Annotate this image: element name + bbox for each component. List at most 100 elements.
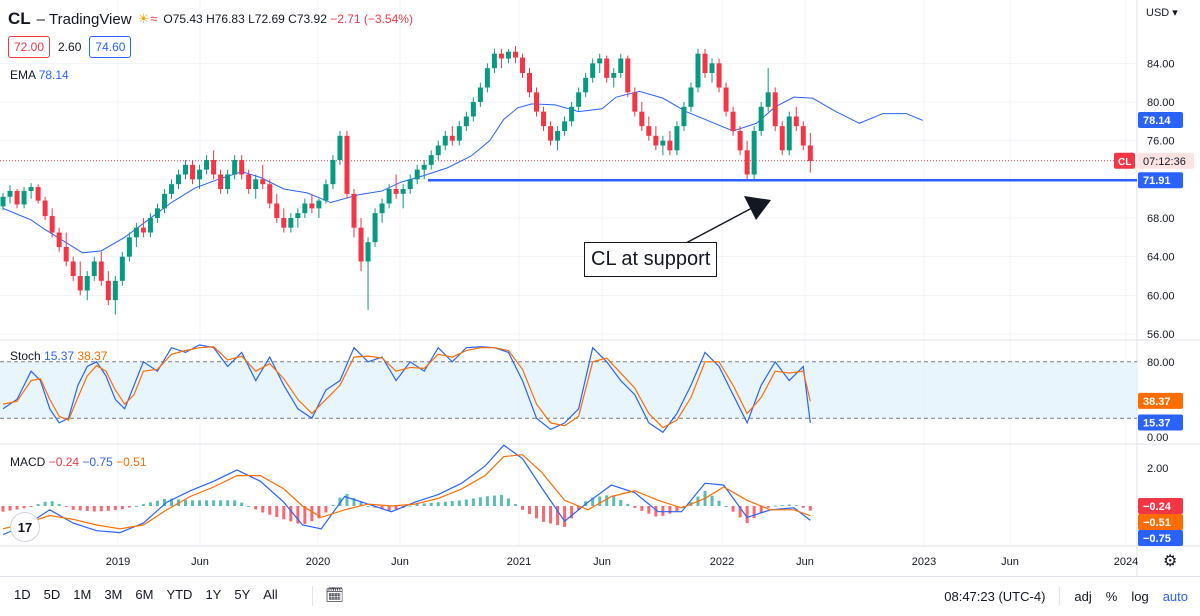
timeframe-5y[interactable]: 5Y xyxy=(234,587,251,602)
candle-body xyxy=(337,135,343,160)
candle xyxy=(21,187,27,209)
macd-hist-bar xyxy=(184,499,188,506)
sell-button[interactable]: 72.00 xyxy=(8,36,51,58)
candle-body xyxy=(309,203,315,209)
candle xyxy=(674,121,680,156)
macd-hist-bar xyxy=(36,504,40,506)
macd-hist-bar xyxy=(499,494,503,506)
candle xyxy=(365,237,371,310)
timeframe-1m[interactable]: 1M xyxy=(73,587,92,602)
candle xyxy=(611,68,617,88)
candle xyxy=(379,198,385,223)
candle xyxy=(337,131,343,165)
candle-body xyxy=(548,126,554,141)
candle-body xyxy=(98,261,104,281)
candle xyxy=(330,155,336,189)
macd-hist-bar xyxy=(766,506,770,508)
candle-body xyxy=(21,190,27,205)
candle xyxy=(765,68,771,112)
macd-hist-tag-text: −0.24 xyxy=(1143,501,1172,513)
candle xyxy=(407,174,413,194)
candle xyxy=(358,218,364,272)
macd-hist-bar xyxy=(724,506,728,507)
tradingview-logo-icon[interactable]: 17 xyxy=(10,512,40,542)
timeframe-1y[interactable]: 1Y xyxy=(205,587,222,602)
candle-body xyxy=(407,179,413,189)
candle-body xyxy=(379,203,385,214)
candle-body xyxy=(133,227,139,238)
macd-hist-bar xyxy=(331,505,335,507)
stoch-d-tag-text: 38.37 xyxy=(1143,396,1171,408)
symbol-name[interactable]: CL xyxy=(8,9,31,28)
timeframe-1d[interactable]: 1D xyxy=(14,587,31,602)
candle-body xyxy=(274,203,280,218)
macd-signal-tag: −0.51 xyxy=(1138,514,1183,530)
candle xyxy=(716,58,722,93)
macd-hist-bar xyxy=(731,506,735,512)
stoch-legend[interactable]: Stoch 15.37 38.37 xyxy=(10,349,107,363)
candle-body xyxy=(288,218,294,228)
candle xyxy=(140,218,146,238)
calendar-range-icon[interactable]: 🗓 xyxy=(325,587,345,604)
price-tick-label: 56.00 xyxy=(1147,329,1175,341)
candle xyxy=(723,82,729,117)
candle xyxy=(534,87,540,117)
clock-time[interactable]: 08:47:23 (UTC-4) xyxy=(944,588,1046,604)
macd-hist-bar xyxy=(78,506,82,511)
candle-body xyxy=(330,160,336,185)
candle xyxy=(779,121,785,156)
macd-hist-bar xyxy=(549,506,553,524)
percent-button[interactable]: % xyxy=(1105,588,1118,604)
candle-body xyxy=(42,200,48,217)
macd-hist-bar xyxy=(647,506,651,514)
time-tick-label: 2020 xyxy=(306,556,330,568)
macd-line-tag: −0.75 xyxy=(1138,530,1183,546)
log-button[interactable]: log xyxy=(1131,588,1149,604)
auto-button[interactable]: auto xyxy=(1162,588,1188,604)
candle-body xyxy=(709,63,715,73)
candle xyxy=(84,271,90,301)
candle xyxy=(793,106,799,131)
candle xyxy=(176,169,181,189)
timeframe-3m[interactable]: 3M xyxy=(104,587,123,602)
candle xyxy=(302,198,308,218)
annotation-arrowhead xyxy=(744,196,771,220)
candle xyxy=(456,121,462,146)
candle-body xyxy=(512,51,518,58)
macd-hist-bar xyxy=(134,505,138,507)
candle xyxy=(204,155,210,175)
ema-legend[interactable]: EMA 78.14 xyxy=(10,68,69,82)
timeframe-all[interactable]: All xyxy=(263,587,278,602)
macd-hist-bar xyxy=(282,506,286,520)
macd-legend[interactable]: MACD −0.24 −0.75 −0.51 xyxy=(10,455,147,469)
candle-body xyxy=(541,111,547,127)
buy-button[interactable]: 74.60 xyxy=(89,36,132,58)
macd-hist-bar xyxy=(324,506,328,513)
macd-line-value: −0.75 xyxy=(82,455,113,469)
candle xyxy=(35,184,41,204)
macd-hist-bar xyxy=(794,505,798,507)
macd-hist-bar xyxy=(787,504,791,506)
adj-button[interactable]: adj xyxy=(1074,588,1092,604)
candle xyxy=(786,111,792,156)
candle xyxy=(168,179,174,199)
high-value: H76.83 xyxy=(206,12,245,26)
macd-hist-bar xyxy=(759,506,763,513)
market-status-icon[interactable]: ☀ ≈ xyxy=(138,11,158,27)
candle xyxy=(386,184,392,209)
macd-hist-bar xyxy=(106,506,110,511)
candle xyxy=(154,203,160,223)
candle-body xyxy=(660,140,666,146)
timeframe-5d[interactable]: 5D xyxy=(43,587,61,602)
timeframe-ytd[interactable]: YTD xyxy=(166,587,193,602)
countdown-bg xyxy=(1138,152,1194,169)
macd-hist-bar xyxy=(808,506,812,511)
gear-icon[interactable]: ⚙ xyxy=(1163,553,1178,570)
timeframe-6m[interactable]: 6M xyxy=(135,587,154,602)
candle-body xyxy=(470,102,476,117)
open-value: O75.43 xyxy=(163,12,203,26)
ema-price-tag: 78.14 xyxy=(1138,111,1183,128)
candle-body xyxy=(232,160,238,175)
